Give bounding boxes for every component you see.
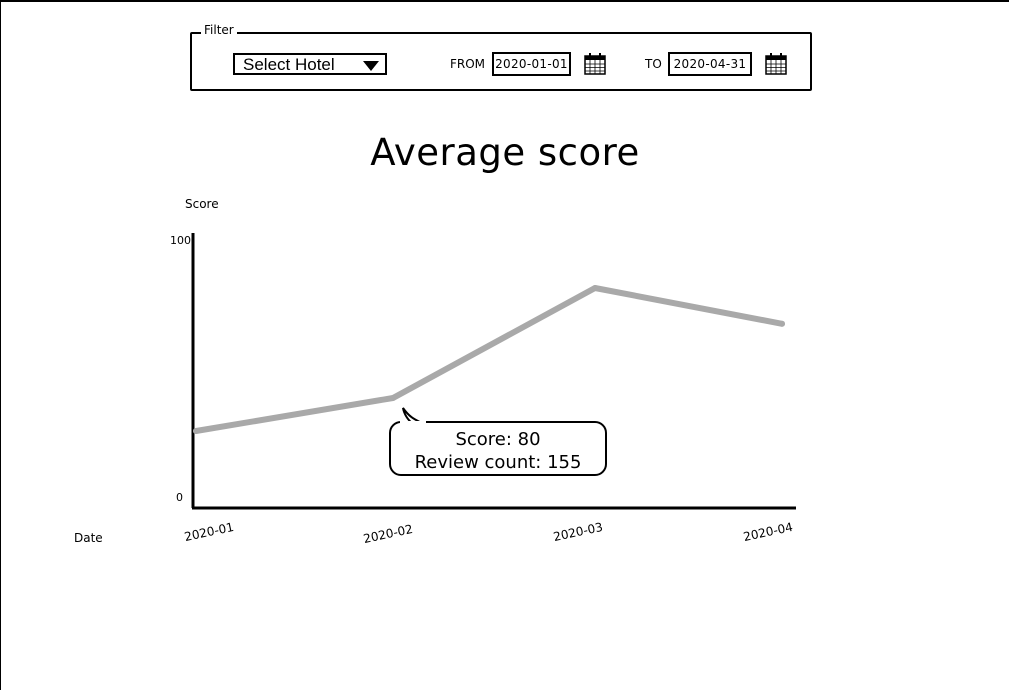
window-top-border bbox=[0, 0, 1009, 2]
filter-panel bbox=[190, 32, 812, 91]
calendar-icon[interactable] bbox=[764, 52, 788, 76]
hotel-select-value: Select Hotel bbox=[243, 55, 335, 74]
from-date-input[interactable]: 2020-01-01 bbox=[492, 52, 571, 76]
from-label: FROM bbox=[450, 57, 486, 71]
y-axis-label: Score bbox=[185, 197, 219, 211]
to-date-input[interactable]: 2020-04-31 bbox=[668, 52, 752, 76]
y-tick-min: 0 bbox=[176, 491, 183, 504]
data-point[interactable] bbox=[592, 285, 598, 291]
calendar-icon[interactable] bbox=[583, 52, 607, 76]
tooltip-pointer-join bbox=[400, 421, 426, 424]
filter-legend: Filter bbox=[201, 23, 237, 37]
chart-title: Average score bbox=[370, 131, 640, 174]
x-axis-label: Date bbox=[74, 531, 103, 545]
data-point[interactable] bbox=[390, 395, 396, 401]
y-tick-max: 100 bbox=[170, 234, 191, 247]
data-point[interactable] bbox=[193, 428, 199, 434]
tooltip-review-count: Review count: 155 bbox=[414, 452, 582, 473]
series-line bbox=[193, 285, 785, 434]
window-left-border bbox=[0, 0, 1, 690]
tooltip-score: Score: 80 bbox=[455, 429, 541, 450]
to-label: TO bbox=[645, 57, 662, 71]
chevron-down-icon bbox=[363, 61, 379, 71]
data-point[interactable] bbox=[779, 320, 785, 327]
data-tooltip: Score: 80 Review count: 155 bbox=[389, 421, 607, 476]
hotel-select[interactable]: Select Hotel bbox=[233, 53, 387, 75]
